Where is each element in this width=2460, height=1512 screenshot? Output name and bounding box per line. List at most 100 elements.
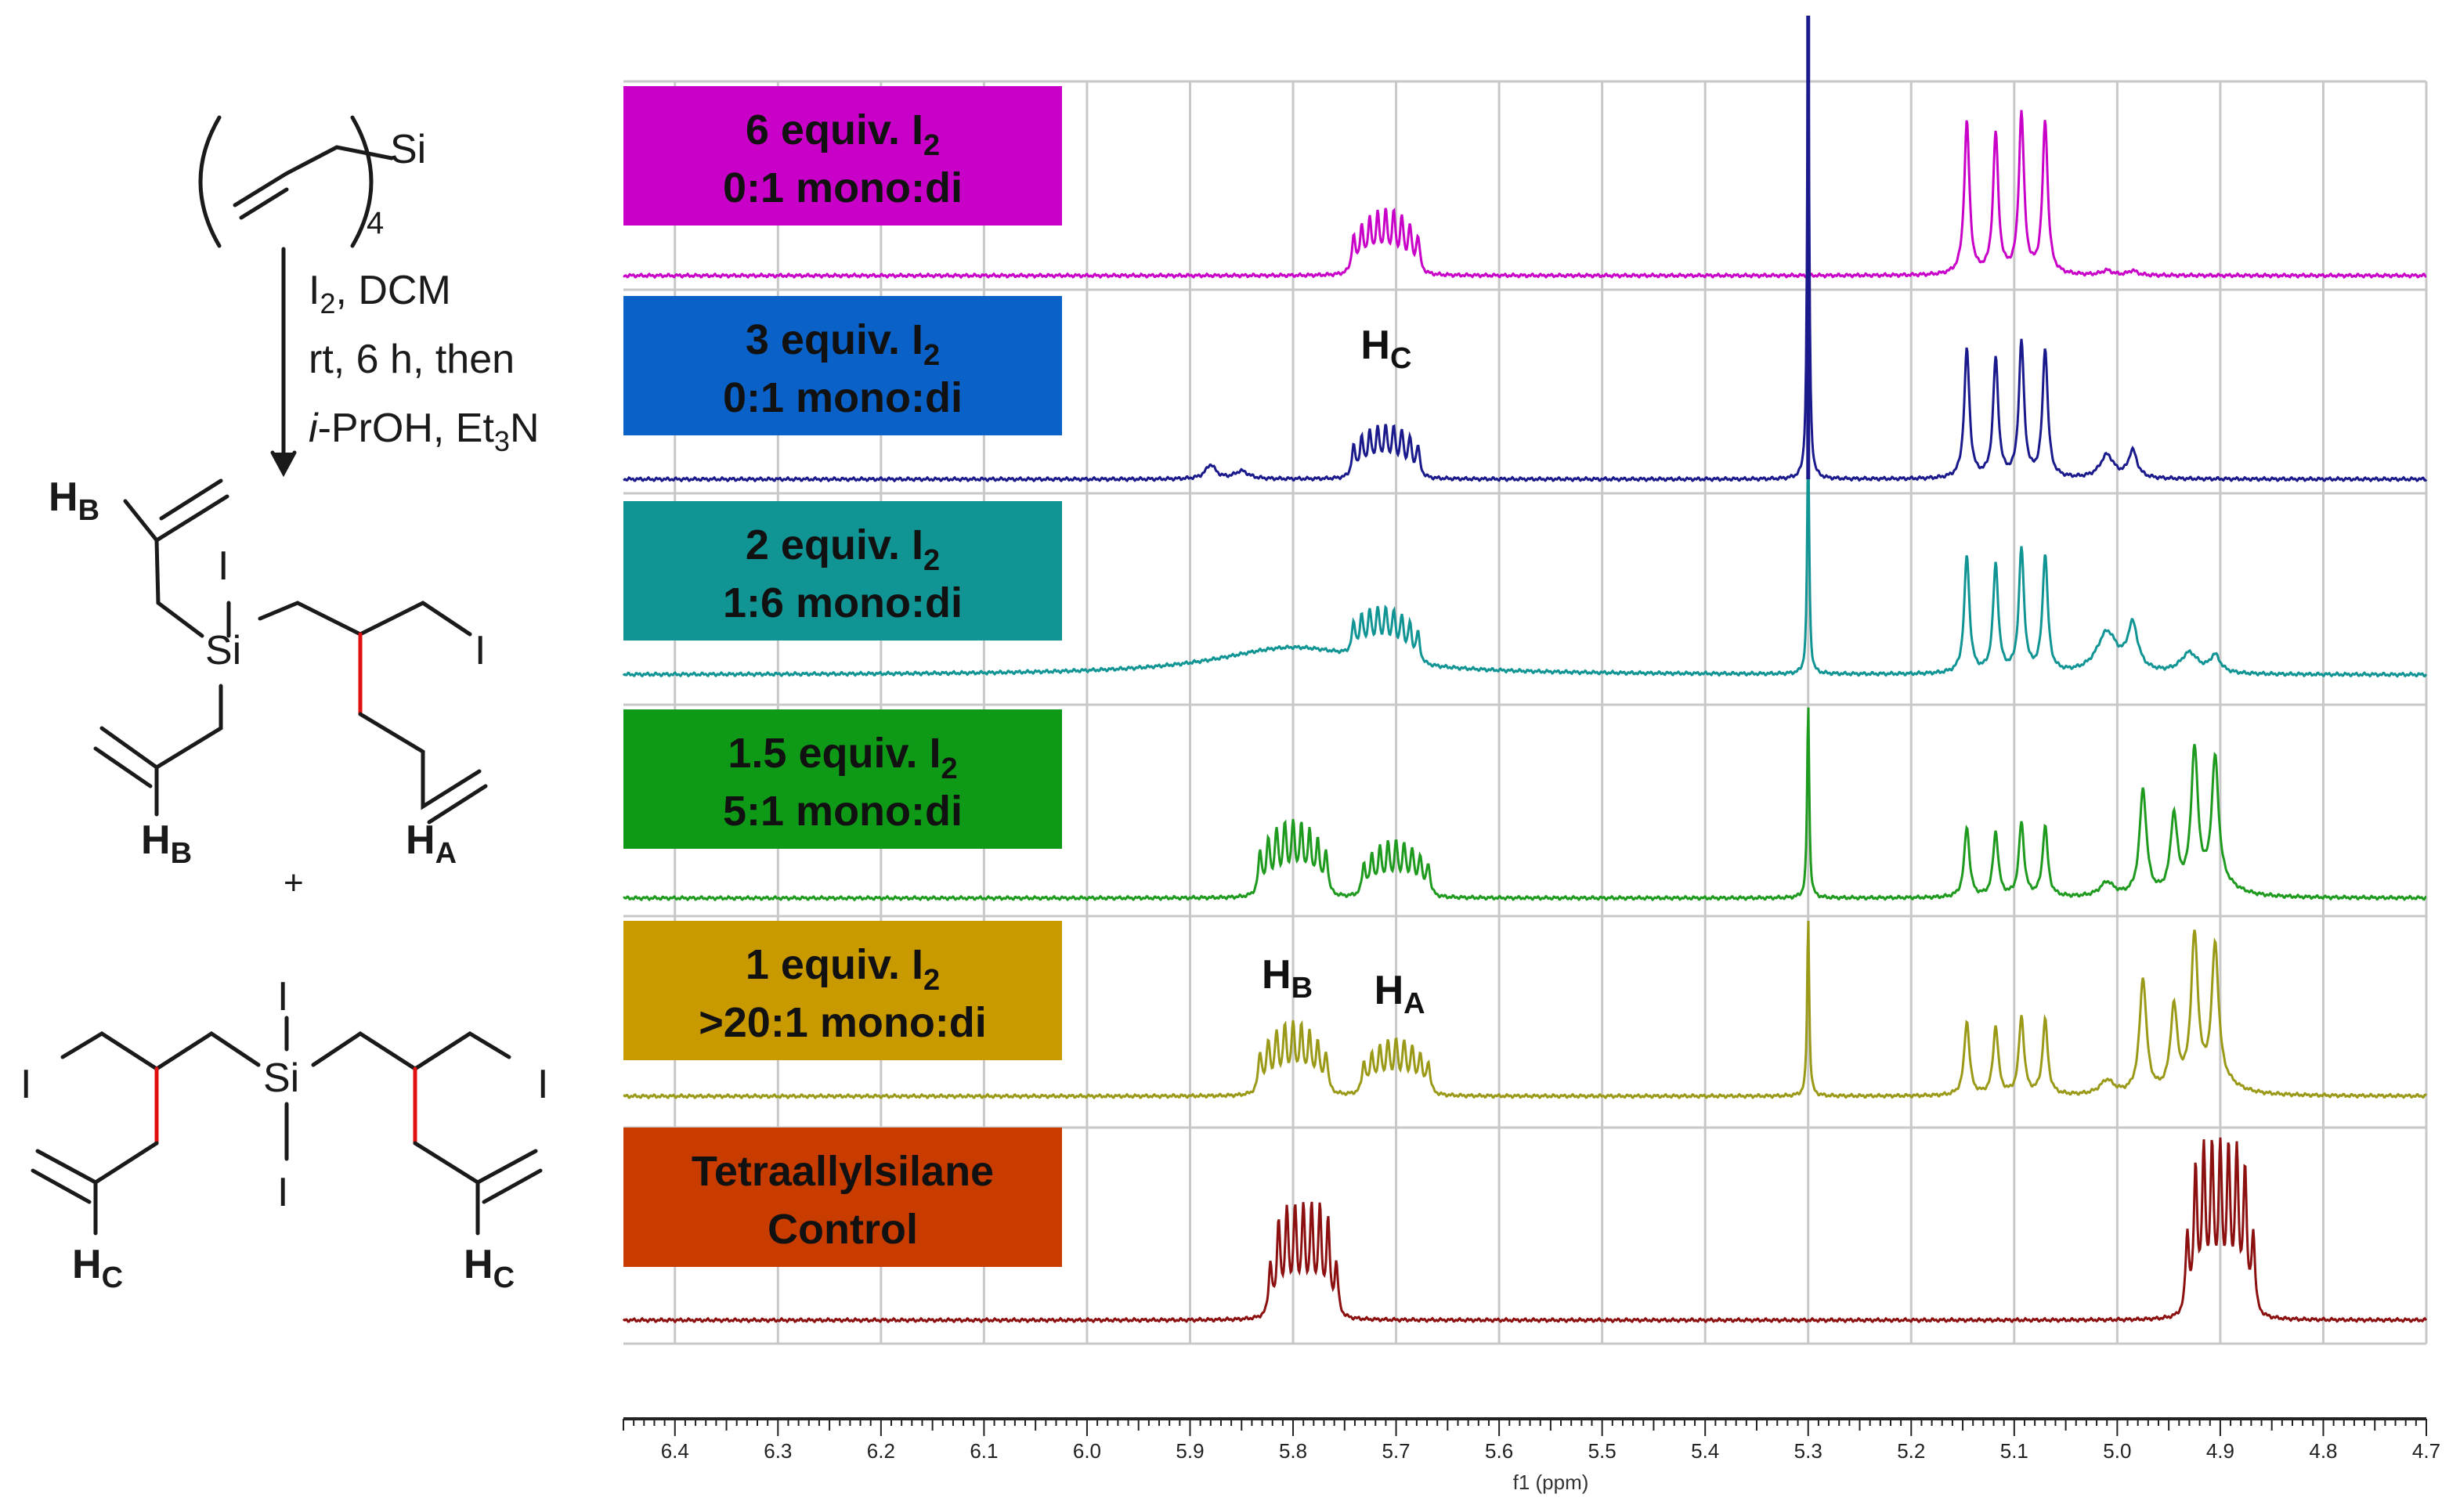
di-product-structure <box>31 1016 543 1236</box>
di-si-label: Si <box>263 1056 299 1101</box>
label-line-2-0: 0:1 mono:di <box>723 164 963 211</box>
di-left-chain <box>60 1031 261 1071</box>
peak-annotations: HC HB HA <box>1262 323 1425 1020</box>
mono-hb-top-label: HB <box>49 475 99 527</box>
label-box-bg-5 <box>623 1128 1062 1267</box>
reactant-si-label: Si <box>390 127 426 172</box>
x-tick-label-15: 4.9 <box>2206 1439 2234 1463</box>
x-tick-label-6: 5.8 <box>1279 1439 1307 1463</box>
label-line-1-4: 1 equiv. I2 <box>746 941 940 997</box>
label-box-bg-3 <box>623 709 1062 849</box>
label-box-bg-4 <box>623 921 1062 1060</box>
reactant-subscript: 4 <box>367 206 384 240</box>
label-line-2-3: 5:1 mono:di <box>723 788 963 835</box>
x-tick-label-4: 6.0 <box>1073 1439 1101 1463</box>
mono-lower-right-double <box>427 784 488 825</box>
x-tick-label-2: 6.2 <box>867 1439 895 1463</box>
peak-annotation-2: HA <box>1374 968 1425 1020</box>
x-tick-label-14: 5.0 <box>2103 1439 2131 1463</box>
label-line-2-5: Control <box>768 1206 918 1253</box>
x-tick-label-0: 6.4 <box>661 1439 689 1463</box>
x-tick-label-3: 6.1 <box>970 1439 998 1463</box>
di-left-lower <box>93 1141 159 1236</box>
x-tick-label-9: 5.5 <box>1588 1439 1617 1463</box>
di-right-double <box>475 1149 543 1204</box>
label-line-1-3: 1.5 equiv. I2 <box>728 730 957 785</box>
label-box-bg-0 <box>623 86 1062 226</box>
reaction-arrow-head <box>270 450 297 478</box>
label-box-5: Tetraallylsilane Control <box>623 1128 1062 1267</box>
x-tick-label-13: 5.1 <box>2000 1439 2028 1463</box>
grid <box>623 80 2428 1345</box>
label-line-2-4: >20:1 mono:di <box>699 999 987 1046</box>
x-tick-label-17: 4.7 <box>2412 1439 2440 1463</box>
mono-hb-bottom-label: HB <box>141 817 192 870</box>
x-tick-label-1: 6.3 <box>764 1439 792 1463</box>
label-line-1-5: Tetraallylsilane <box>692 1148 994 1195</box>
conditions-line-1: I2, DCM <box>309 268 451 319</box>
nmr-plot: 6 equiv. I20:1 mono:di3 equiv. I20:1 mon… <box>622 16 2440 1494</box>
reaction-scheme <box>31 115 543 1236</box>
label-box-3: 1.5 equiv. I25:1 mono:di <box>623 709 1062 849</box>
mono-lower-right-chain <box>358 712 482 810</box>
mono-si-right-chain <box>258 601 472 637</box>
di-left-double <box>31 1149 98 1204</box>
label-line-1-1: 3 equiv. I2 <box>746 316 940 372</box>
x-tick-label-7: 5.7 <box>1382 1439 1410 1463</box>
mono-si-label: Si <box>205 628 241 673</box>
allyl-chain <box>233 145 394 207</box>
mono-hb-top-allyl <box>123 499 204 638</box>
mono-lower-left-double <box>93 726 159 788</box>
conditions-line-2: rt, 6 h, then <box>309 337 515 382</box>
di-iodo-top: I <box>277 974 288 1019</box>
x-tick-label-10: 5.4 <box>1691 1439 1719 1463</box>
x-tick-label-5: 5.9 <box>1176 1439 1204 1463</box>
label-box-1: 3 equiv. I20:1 mono:di <box>623 296 1062 435</box>
mono-iodo-right: I <box>475 628 486 673</box>
spectrum-trace-5 <box>622 1137 2428 1324</box>
label-line-2-1: 0:1 mono:di <box>723 374 963 421</box>
allyl-double-bond <box>239 187 289 220</box>
peak-annotation-0: HC <box>1360 323 1411 375</box>
label-box-0: 6 equiv. I20:1 mono:di <box>623 86 1062 226</box>
x-tick-label-8: 5.6 <box>1485 1439 1513 1463</box>
label-line-1-2: 2 equiv. I2 <box>746 521 940 577</box>
label-box-bg-2 <box>623 501 1062 641</box>
di-hc-left-label: HC <box>72 1242 123 1294</box>
label-box-4: 1 equiv. I2>20:1 mono:di <box>623 921 1062 1060</box>
mono-iodo-top: I <box>218 543 229 589</box>
mono-ha-label: HA <box>406 817 457 870</box>
spectrum-trace-1 <box>623 21 2428 483</box>
di-hc-right-label: HC <box>464 1242 515 1294</box>
spectra <box>622 16 2428 1324</box>
spectrum-trace-3 <box>623 707 2427 902</box>
spectrum-trace-2 <box>622 445 2428 678</box>
peak-annotation-1: HB <box>1262 952 1313 1005</box>
x-axis-label: f1 (ppm) <box>1513 1471 1589 1494</box>
label-line-2-2: 1:6 mono:di <box>723 579 963 626</box>
x-tick-label-12: 5.2 <box>1897 1439 1925 1463</box>
di-iodo-left: I <box>20 1062 31 1107</box>
mono-hb-top-double <box>154 478 229 543</box>
label-box-bg-1 <box>623 296 1062 435</box>
right-paren <box>350 115 374 248</box>
x-tick-label-16: 4.8 <box>2309 1439 2337 1463</box>
di-right-chain <box>311 1031 511 1071</box>
di-iodo-right: I <box>537 1062 548 1107</box>
scheme-text: Si 4 I2, DCM rt, 6 h, then i-PrOH, Et3N … <box>20 127 548 1294</box>
spectrum-trace-0 <box>623 110 2427 280</box>
x-axis: 6.4 6.3 6.2 6.1 6.0 5.9 5.8 5.7 5.6 5.5 5.4 5.3 5.2 5… <box>623 1417 2440 1463</box>
x-tick-label-11: 5.3 <box>1794 1439 1822 1463</box>
conditions-line-3: i-PrOH, Et3N <box>309 406 540 457</box>
plus-sign: + <box>284 864 304 902</box>
label-box-2: 2 equiv. I21:6 mono:di <box>623 501 1062 641</box>
mono-product-structure <box>93 478 488 825</box>
label-line-1-0: 6 equiv. I2 <box>746 106 940 162</box>
spectrum-trace-4 <box>623 920 2428 1100</box>
mono-lower-left-chain <box>154 684 223 817</box>
left-paren <box>198 115 222 248</box>
reactant-structure <box>198 115 394 248</box>
di-right-lower <box>413 1141 480 1236</box>
